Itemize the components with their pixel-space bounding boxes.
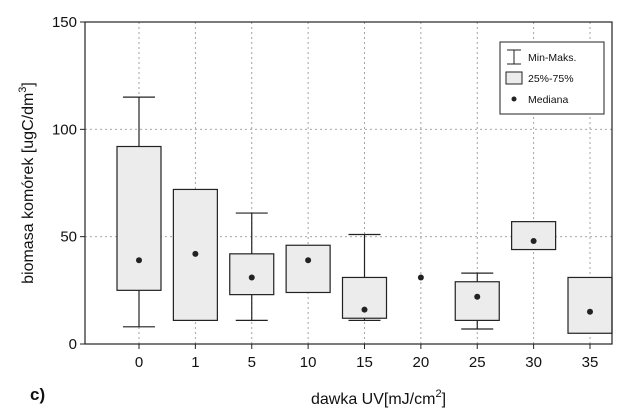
box-iqr-10	[285, 244, 331, 294]
median-point-15	[361, 306, 368, 313]
x-tick-label-20: 20	[413, 354, 430, 371]
x-tick-label-10: 10	[300, 354, 317, 371]
y-tick-label-50: 50	[60, 229, 77, 246]
x-tick-label-1: 1	[191, 354, 199, 371]
legend-items: Min-Maks. 25%-75% Mediana	[505, 49, 576, 106]
y-axis-title-superscript: 3	[17, 87, 29, 93]
x-tick-labels: 0 1 5 10 15 20 25 30 35	[135, 344, 599, 371]
plot-frame	[84, 21, 613, 345]
x-tick-label-15: 15	[356, 354, 373, 371]
legend: Min-Maks. 25%-75% Mediana	[499, 41, 605, 115]
box-group-30	[511, 221, 557, 251]
legend-median-symbol	[511, 96, 517, 102]
median-point-25	[474, 293, 481, 300]
box-group-0	[116, 96, 162, 328]
x-axis-title-main: dawka UV[mJ/cm	[311, 391, 435, 408]
box-iqr-0	[116, 145, 162, 291]
y-tick-labels: 0 50 100 150	[52, 14, 85, 353]
median-point-5	[248, 274, 255, 281]
legend-box-symbol	[505, 71, 523, 85]
box-group-15	[341, 233, 388, 321]
box-group-35	[567, 276, 613, 334]
median-point-20	[417, 274, 424, 281]
box-group-10	[285, 244, 331, 294]
median-point-30	[530, 237, 537, 244]
median-point-35	[587, 308, 593, 315]
legend-label-2: Mediana	[528, 94, 568, 106]
x-axis-title: dawka UV[mJ/cm2]	[311, 388, 446, 408]
x-axis-title-superscript: 2	[435, 388, 441, 400]
legend-label-1: 25%-75%	[528, 73, 574, 85]
x-tick-label-0: 0	[135, 354, 143, 371]
box-iqr-5	[229, 253, 275, 296]
y-tick-label-150: 150	[52, 14, 77, 31]
x-tick-label-25: 25	[469, 354, 486, 371]
panel-label: c)	[30, 385, 45, 404]
box-iqr-25	[454, 281, 500, 321]
median-point-0	[136, 257, 142, 264]
y-axis-title-suffix: ]	[20, 82, 37, 86]
y-tick-label-0: 0	[69, 336, 77, 353]
x-axis-title-suffix: ]	[442, 391, 446, 408]
y-tick-label-100: 100	[52, 121, 77, 138]
box-layer	[116, 96, 613, 334]
median-point-10	[305, 257, 312, 264]
box-group-1	[172, 188, 218, 321]
box-group-5	[229, 212, 275, 321]
box-iqr-30	[511, 221, 557, 251]
x-tick-label-35: 35	[582, 354, 599, 371]
box-group-25	[454, 272, 500, 330]
y-axis-title-main: biomasa komórek [ugC/dm	[20, 93, 37, 284]
y-axis-title: biomasa komórek [ugC/dm3]	[17, 82, 37, 284]
legend-label-0: Min-Maks.	[528, 52, 576, 64]
box-iqr-35	[567, 276, 613, 334]
x-tick-label-30: 30	[525, 354, 542, 371]
x-tick-label-5: 5	[248, 354, 256, 371]
median-point-1	[192, 250, 199, 257]
box-group-20	[417, 274, 424, 281]
